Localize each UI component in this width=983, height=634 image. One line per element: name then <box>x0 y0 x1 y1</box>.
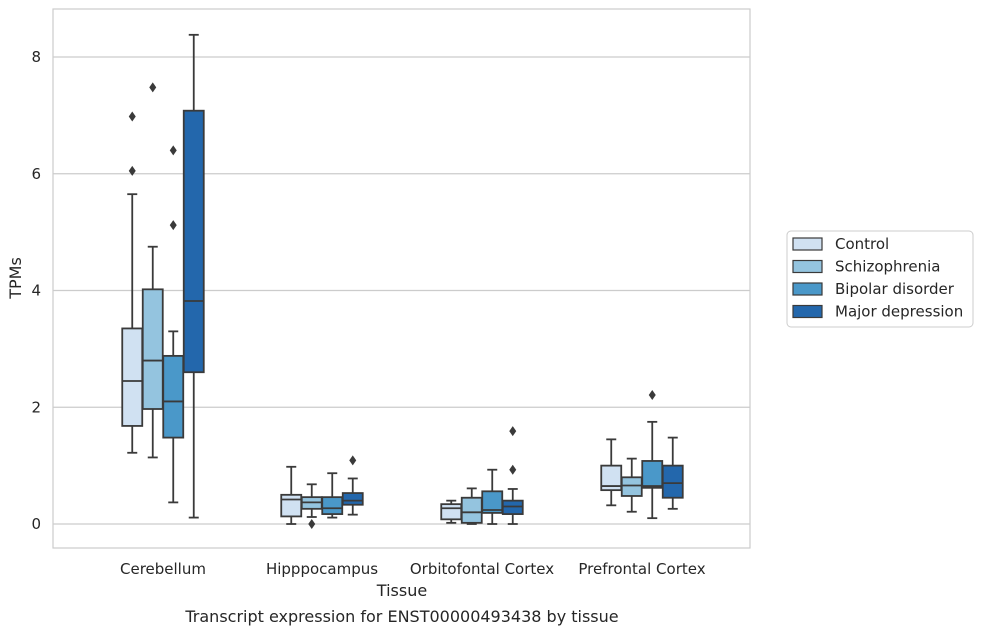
iqr-box <box>460 496 483 524</box>
y-tick-label: 8 <box>31 48 41 66</box>
iqr-box <box>321 496 344 515</box>
box-control <box>440 499 463 524</box>
x-axis-ticks: Cerebellum Hipppocampus Orbitofontal Corte… <box>120 560 706 578</box>
iqr-box <box>162 354 185 439</box>
outlier-point <box>169 220 177 231</box>
outlier-point <box>509 426 517 437</box>
outlier-point <box>308 519 316 529</box>
iqr-box <box>280 493 303 518</box>
y-tick-label: 4 <box>31 282 41 300</box>
legend-swatch <box>792 237 823 251</box>
iqr-box <box>141 288 164 410</box>
legend-label: Major depression <box>835 303 963 321</box>
x-tick-label: Prefrontal Cortex <box>578 560 705 578</box>
box-control <box>121 111 144 454</box>
box-schizophrenia <box>300 483 323 529</box>
outlier-point <box>509 464 517 475</box>
y-tick-label: 2 <box>31 398 41 416</box>
plot-frame <box>52 8 751 549</box>
y-axis-ticks: 0 2 4 6 8 <box>31 48 41 533</box>
box-major-depression <box>501 426 524 525</box>
box-control <box>280 465 303 525</box>
iqr-box <box>661 464 684 499</box>
iqr-box <box>121 327 144 427</box>
box-schizophrenia <box>460 487 483 525</box>
box-bipolar-disorder <box>162 145 185 504</box>
box-schizophrenia <box>620 457 643 513</box>
outlier-point <box>349 455 357 466</box>
iqr-box <box>440 503 463 521</box>
iqr-box <box>641 460 664 489</box>
y-tick-label: 6 <box>31 165 41 183</box>
iqr-box <box>182 109 205 374</box>
legend-swatch <box>792 282 823 296</box>
outlier-point <box>149 82 157 93</box>
x-tick-label: Cerebellum <box>120 560 206 578</box>
x-tick-label: Hipppocampus <box>266 560 378 578</box>
x-axis-label: Tissue <box>376 581 427 600</box>
legend-label: Bipolar disorder <box>835 280 955 298</box>
legend-swatch <box>792 304 823 319</box>
box-major-depression <box>341 455 364 516</box>
iqr-box <box>341 492 364 506</box>
box-schizophrenia <box>141 82 164 459</box>
legend-frame <box>786 230 974 328</box>
outlier-point <box>128 165 136 176</box>
legend-label: Schizophrenia <box>835 258 940 276</box>
legend-swatch <box>792 259 823 274</box>
y-axis-label: TPMs <box>6 257 25 300</box>
legend: Control Schizophrenia Bipolar disorder Majo… <box>786 230 974 328</box>
iqr-box <box>620 476 643 497</box>
box-major-depression <box>182 33 205 519</box>
legend-label: Control <box>835 235 889 253</box>
outlier-point <box>128 111 136 122</box>
outlier-point <box>648 389 656 400</box>
plot-area <box>121 33 684 529</box>
outlier-point <box>169 145 177 156</box>
chart-caption: Transcript expression for ENST0000049343… <box>184 607 618 626</box>
box-control <box>600 438 623 507</box>
y-tick-label: 0 <box>31 515 41 533</box>
box-major-depression <box>661 436 684 510</box>
x-tick-label: Orbitofontal Cortex <box>410 560 554 578</box>
